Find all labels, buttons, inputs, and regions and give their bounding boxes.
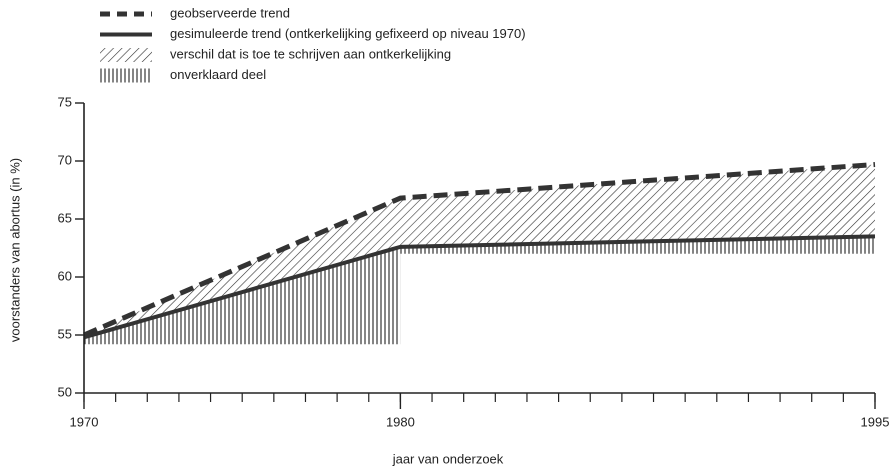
legend-label: verschil dat is toe te schrijven aan ont… [170,46,451,61]
x-tick-label: 1970 [70,414,99,429]
legend-label: geobserveerde trend [170,5,290,20]
y-tick-label: 60 [58,268,72,283]
plot-area [83,161,876,345]
y-tick-label: 50 [58,384,72,399]
x-axis-label: jaar van onderzoek [392,451,504,466]
y-tick-label: 65 [58,210,72,225]
x-tick-label: 1995 [861,414,890,429]
trend-line [83,234,876,340]
y-tick-label: 70 [58,152,72,167]
legend-label: gesimuleerde trend (ontkerkelijking gefi… [170,26,526,41]
x-tick-label: 1980 [386,414,415,429]
difference-area [84,164,875,338]
legend-label: onverklaard deel [170,67,266,82]
y-tick-label: 75 [58,94,72,109]
legend-swatch [100,48,152,62]
unexplained-area [84,236,875,345]
legend: geobserveerde trend gesimuleerde trend (o… [100,5,526,83]
trend-line [83,161,876,338]
y-tick-label: 55 [58,326,72,341]
y-axis-label: voorstanders van abortus (in %) [7,158,22,342]
legend-swatch [100,68,152,83]
